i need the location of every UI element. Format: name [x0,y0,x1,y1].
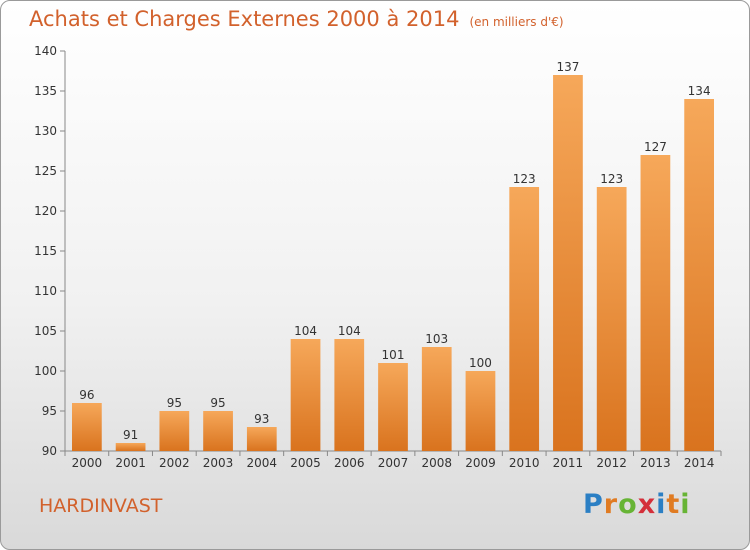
bar [115,443,146,451]
bar [421,347,452,451]
y-tick-label: 90 [42,444,57,458]
bar [465,371,496,451]
x-tick-label: 2008 [421,456,452,470]
x-tick-label: 2009 [465,456,496,470]
y-tick-label: 105 [34,324,57,338]
y-tick-label: 100 [34,364,57,378]
logo-letter: x [637,489,657,520]
data-label: 137 [556,60,579,74]
x-tick-label: 2012 [596,456,627,470]
y-tick-label: 130 [34,124,57,138]
x-tick-label: 2013 [640,456,671,470]
x-tick-label: 2003 [203,456,234,470]
y-tick-label: 95 [42,404,57,418]
bar [640,155,671,451]
x-tick-label: 2011 [553,456,584,470]
logo-letter: i [680,489,691,520]
x-tick-label: 2010 [509,456,540,470]
logo-letter: o [618,489,638,520]
logo-letter: i [656,489,667,520]
y-tick-label: 140 [34,44,57,58]
logo-letter: r [603,489,619,520]
chart-title: Achats et Charges Externes 2000 à 2014 [29,7,460,31]
data-label: 101 [382,348,405,362]
data-label: 134 [688,84,711,98]
bar [246,427,277,451]
data-label: 95 [210,396,225,410]
data-label: 127 [644,140,667,154]
y-tick-label: 110 [34,284,57,298]
chart-title-block: Achats et Charges Externes 2000 à 2014 (e… [29,7,564,31]
data-label: 91 [123,428,138,442]
x-tick-label: 2004 [247,456,278,470]
data-label: 103 [425,332,448,346]
data-label: 104 [338,324,361,338]
bar [71,403,102,451]
logo-letter: P [583,489,604,520]
x-tick-label: 2002 [159,456,190,470]
data-label: 96 [79,388,94,402]
data-label: 104 [294,324,317,338]
data-label: 123 [513,172,536,186]
bar [159,411,190,451]
y-tick-label: 135 [34,84,57,98]
y-tick-label: 115 [34,244,57,258]
x-tick-label: 2001 [115,456,146,470]
x-tick-label: 2005 [290,456,321,470]
bar [596,187,627,451]
bar [509,187,540,451]
data-label: 93 [254,412,269,426]
y-tick-label: 120 [34,204,57,218]
data-label: 123 [600,172,623,186]
data-label: 95 [167,396,182,410]
x-tick-label: 2014 [684,456,715,470]
x-tick-label: 2007 [378,456,409,470]
data-label: 100 [469,356,492,370]
proxiti-logo: Proxiti [583,489,691,520]
chart-unit-label: (en milliers d'€) [469,15,564,29]
x-tick-label: 2006 [334,456,365,470]
y-tick-label: 125 [34,164,57,178]
bar [334,339,365,451]
bar [378,363,408,451]
bar [684,99,715,451]
commune-name: HARDINVAST [39,495,163,517]
x-tick-label: 2000 [72,456,103,470]
logo-letter: t [666,489,681,520]
bar [290,339,321,451]
bar [553,75,583,451]
bar [203,411,233,451]
